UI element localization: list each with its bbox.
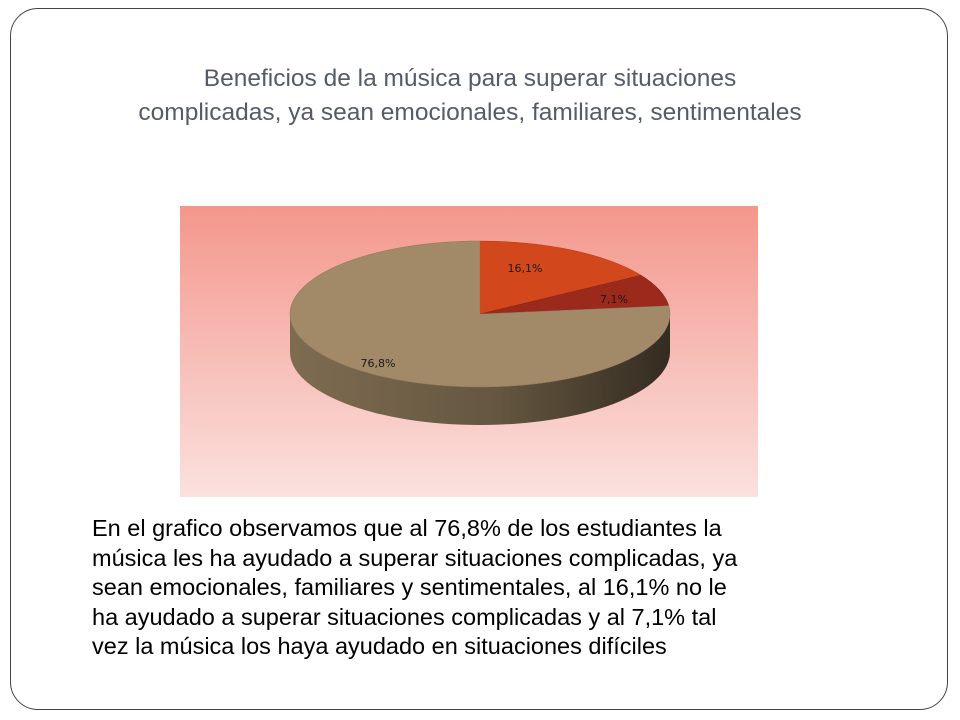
pie-slice-label-1: 16,1% [508, 262, 543, 275]
pie-chart: 16,1% 7,1% 76,8% [289, 240, 671, 425]
pie-slice-1 [479, 240, 642, 315]
pie-side-wall [290, 314, 670, 425]
chart-description: En el grafico observamos que al 76,8% de… [92, 515, 738, 659]
pie-slice-label-3: 76,8% [361, 357, 396, 370]
pie-slice-3 [289, 240, 671, 388]
pie-slice-label-2: 7,1% [600, 293, 628, 306]
pie-chart-area: 16,1% 7,1% 76,8% [180, 206, 758, 497]
title-line-1: Beneficios de la música para superar sit… [203, 65, 737, 92]
title-line-2: complicadas, ya sean emocionales, famili… [138, 99, 802, 126]
slide-title: Beneficios de la música para superar sit… [60, 62, 880, 130]
